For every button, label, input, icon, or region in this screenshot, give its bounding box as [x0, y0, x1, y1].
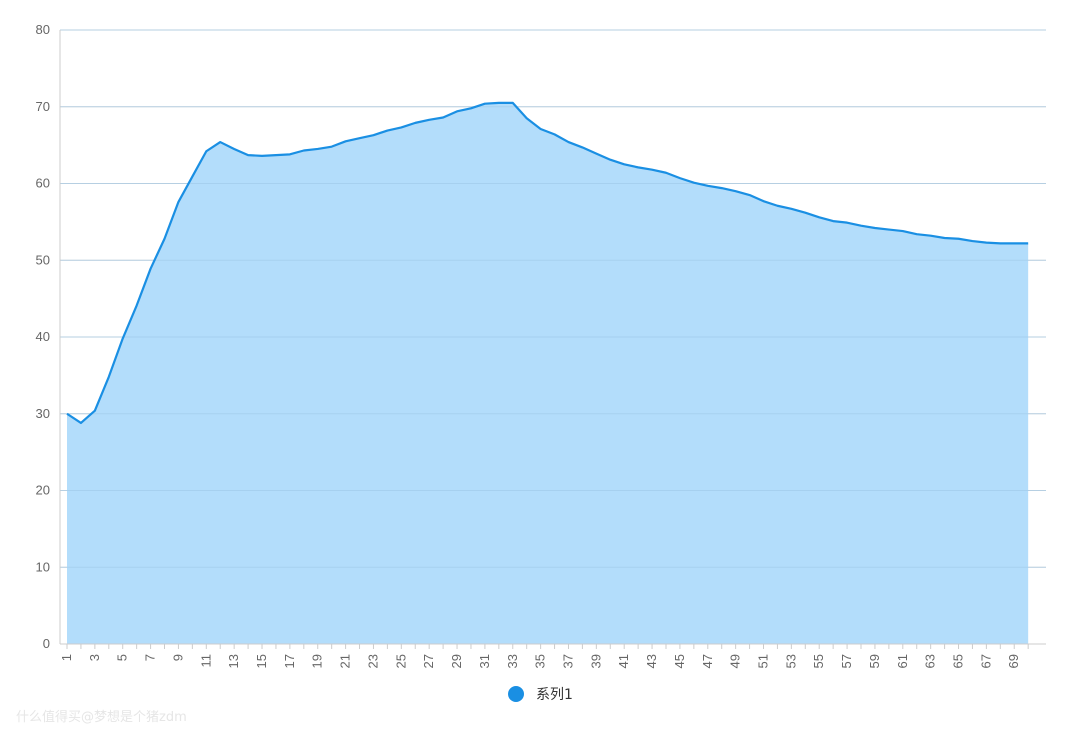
y-tick-label: 70 [36, 99, 50, 114]
x-tick-label: 21 [338, 654, 353, 668]
series-area [67, 102, 1029, 644]
watermark: 什么值得买@梦想是个猪zdm [16, 710, 187, 725]
x-tick-label: 45 [672, 654, 687, 668]
x-tick-label: 1 [59, 654, 74, 661]
x-tick-label: 51 [756, 654, 771, 668]
x-tick-label: 55 [811, 654, 826, 668]
legend-marker[interactable] [508, 686, 524, 702]
x-tick-label: 25 [393, 654, 408, 668]
x-tick-label: 23 [365, 654, 380, 668]
x-tick-label: 41 [616, 654, 631, 668]
x-tick-label: 7 [143, 654, 158, 661]
x-tick-label: 39 [588, 654, 603, 668]
x-tick-label: 5 [115, 654, 130, 661]
x-tick-label: 65 [951, 654, 966, 668]
x-tick-label: 29 [449, 654, 464, 668]
x-tick-label: 63 [923, 654, 938, 668]
x-tick-label: 27 [421, 654, 436, 668]
x-tick-label: 59 [867, 654, 882, 668]
x-tick-label: 3 [87, 654, 102, 661]
x-tick-label: 57 [839, 654, 854, 668]
x-tick-label: 13 [226, 654, 241, 668]
legend[interactable]: 系列1 [508, 686, 573, 703]
plot-area [60, 29, 1046, 644]
x-tick-label: 31 [477, 654, 492, 668]
x-tick-label: 67 [978, 654, 993, 668]
y-tick-label: 50 [36, 252, 50, 267]
x-tick-label: 11 [198, 654, 213, 668]
x-tick-label: 15 [254, 654, 269, 668]
x-tick-label: 47 [700, 654, 715, 668]
y-tick-label: 10 [36, 559, 50, 574]
y-tick-label: 20 [36, 483, 50, 498]
y-tick-label: 80 [36, 22, 50, 37]
x-tick-label: 17 [282, 654, 297, 668]
x-tick-label: 9 [170, 654, 185, 661]
x-tick-label: 43 [644, 654, 659, 668]
x-tick-label: 37 [560, 654, 575, 668]
x-tick-label: 35 [533, 654, 548, 668]
x-tick-label: 61 [895, 654, 910, 668]
x-tick-label: 33 [505, 654, 520, 668]
series-line [66, 101, 1029, 425]
legend-label[interactable]: 系列1 [536, 687, 573, 703]
x-tick-label: 69 [1006, 654, 1021, 668]
y-tick-label: 0 [43, 636, 50, 651]
y-tick-label: 40 [36, 329, 50, 344]
y-tick-label: 30 [36, 406, 50, 421]
x-tick-label: 53 [783, 654, 798, 668]
x-tick-label: 49 [728, 654, 743, 668]
x-tick-label: 19 [310, 654, 325, 668]
y-tick-label: 60 [36, 176, 50, 191]
